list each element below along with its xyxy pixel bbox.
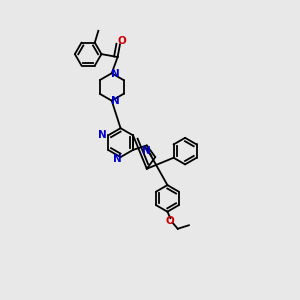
Text: N: N: [142, 146, 151, 156]
Text: O: O: [117, 36, 126, 46]
Text: N: N: [98, 130, 107, 140]
Text: N: N: [111, 96, 120, 106]
Text: N: N: [112, 154, 122, 164]
Text: N: N: [111, 69, 120, 79]
Text: O: O: [166, 215, 175, 226]
